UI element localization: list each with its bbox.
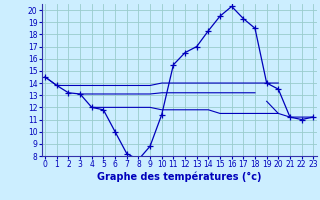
X-axis label: Graphe des températures (°c): Graphe des températures (°c) [97,172,261,182]
